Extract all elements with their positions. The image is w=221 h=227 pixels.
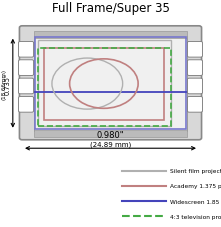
FancyBboxPatch shape	[187, 97, 202, 113]
Bar	[34, 37, 187, 131]
FancyBboxPatch shape	[19, 79, 34, 94]
Text: (18.66mm): (18.66mm)	[1, 68, 6, 99]
Text: (24.89 mm): (24.89 mm)	[90, 141, 131, 148]
Text: Academy 1.375 projection aperture – 0.825" × 0.600": Academy 1.375 projection aperture – 0.82…	[170, 184, 221, 189]
Text: Widescreen 1.85 projection aperture (Super 35 common top): Widescreen 1.85 projection aperture (Sup…	[170, 199, 221, 204]
Bar	[44, 49, 164, 121]
FancyBboxPatch shape	[187, 79, 202, 94]
FancyBboxPatch shape	[187, 61, 202, 76]
Text: Silent film projection aperture – 0.931" × 0.698": Silent film projection aperture – 0.931"…	[170, 169, 221, 174]
FancyBboxPatch shape	[19, 61, 34, 76]
Text: Full Frame/Super 35: Full Frame/Super 35	[51, 2, 170, 15]
Text: 0.735": 0.735"	[5, 73, 11, 95]
Text: 4:3 television projection aperture (Super 35 common top): 4:3 television projection aperture (Supe…	[170, 214, 221, 219]
Bar	[35, 38, 186, 129]
FancyBboxPatch shape	[19, 42, 34, 58]
Bar	[38, 49, 171, 126]
Text: 0.980": 0.980"	[97, 131, 124, 140]
Bar	[34, 32, 187, 39]
FancyBboxPatch shape	[187, 42, 202, 58]
FancyBboxPatch shape	[19, 27, 202, 140]
Bar	[34, 130, 187, 138]
Bar	[38, 41, 171, 126]
FancyBboxPatch shape	[19, 97, 34, 113]
